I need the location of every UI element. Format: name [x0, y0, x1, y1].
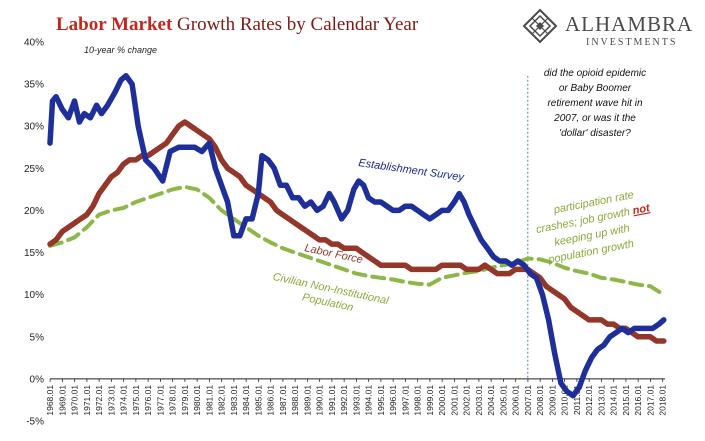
question-annotation: did the opioid epidemic or Baby Boomer r…	[544, 68, 646, 139]
logo: ALHAMBRA INVESTMENTS	[522, 8, 693, 48]
series-labor-force-line	[47, 119, 667, 344]
x-tick-label: 1987.01	[278, 385, 288, 416]
x-tick-label: 1998.01	[413, 385, 423, 416]
x-tick-label: 2009.01	[547, 385, 557, 416]
x-tick-label: 1973.01	[106, 385, 116, 416]
logo-sub: INVESTMENTS	[586, 37, 677, 48]
x-tick-label: 2014.01	[609, 385, 619, 416]
y-tick-label: 5%	[30, 332, 45, 343]
question-line-3: retirement wave hit in	[547, 98, 642, 109]
x-tick-label: 1999.01	[425, 385, 435, 416]
chart-title-accent: Labor Market	[56, 14, 173, 35]
x-tick-label: 2007.01	[523, 385, 533, 416]
x-tick-label: 1995.01	[376, 385, 386, 416]
y-tick-label: -5%	[26, 417, 44, 428]
x-tick-label: 2001.01	[449, 385, 459, 416]
chart-title: Labor Market Growth Rates by Calendar Ye…	[56, 14, 419, 35]
x-tick-label: 1992.01	[339, 385, 349, 416]
x-tick-label: 2008.01	[535, 385, 545, 416]
chart-subtitle: 10-year % change	[84, 45, 157, 55]
x-tick-label: 2004.01	[486, 385, 496, 416]
x-tick-label: 2000.01	[437, 385, 447, 416]
participation-annotation: participation rate crashes; job growth n…	[535, 189, 652, 266]
x-tick-label: 1981.01	[204, 385, 214, 416]
x-tick-label: 1971.01	[82, 385, 92, 416]
x-tick-label: 2002.01	[462, 385, 472, 416]
x-tick-label: 1976.01	[143, 385, 153, 416]
x-tick-label: 1970.01	[70, 385, 80, 416]
x-tick-label: 1983.01	[229, 385, 239, 416]
x-tick-label: 1975.01	[131, 385, 141, 416]
x-tick-label: 1980.01	[192, 385, 202, 416]
y-axis: -5% 0% 5% 10% 15% 20% 25% 30% 35% 40%	[24, 38, 44, 428]
x-tick-label: 2006.01	[511, 385, 521, 416]
question-line-5: 'dollar' disaster?	[559, 128, 631, 139]
x-tick-label: 1993.01	[351, 385, 361, 416]
logo-name: ALHAMBRA	[565, 12, 693, 36]
series-label-establishment: Establishment Survey	[358, 157, 467, 184]
x-tick-label: 1969.01	[57, 385, 67, 416]
x-tick-label: 1972.01	[94, 385, 104, 416]
x-tick-label: 1991.01	[327, 385, 337, 416]
question-line-4: 2007, or was it the	[553, 113, 636, 124]
x-tick-label: 1986.01	[266, 385, 276, 416]
question-line-1: did the opioid epidemic	[544, 68, 646, 79]
x-tick-label: 1985.01	[253, 385, 263, 416]
x-tick-label: 1982.01	[217, 385, 227, 416]
y-tick-label: 30%	[24, 122, 44, 133]
x-tick-label: 2005.01	[498, 385, 508, 416]
x-tick-label: 1979.01	[180, 385, 190, 416]
x-tick-label: 2003.01	[474, 385, 484, 416]
y-tick-label: 10%	[24, 290, 44, 301]
x-axis: 1968.01 1969.01 1970.01 1971.01 1972.01 1973.…	[45, 378, 668, 416]
series-establishment-line	[47, 72, 667, 399]
y-tick-label: 15%	[24, 248, 44, 259]
participation-emphasis: not	[632, 202, 652, 217]
x-tick-label: 1968.01	[45, 385, 55, 416]
y-tick-label: 20%	[24, 206, 44, 217]
question-line-2: or Baby Boomer	[559, 83, 632, 94]
x-tick-label: 1977.01	[155, 385, 165, 416]
x-tick-label: 1989.01	[302, 385, 312, 416]
x-tick-label: 2010.01	[560, 385, 570, 416]
x-tick-label: 2015.01	[621, 385, 631, 416]
series-lines	[47, 72, 667, 399]
x-tick-label: 2017.01	[645, 385, 655, 416]
chart-title-rest: Growth Rates by Calendar Year	[172, 14, 419, 35]
x-tick-label: 1978.01	[168, 385, 178, 416]
x-tick-label: 1994.01	[364, 385, 374, 416]
x-tick-label: 2016.01	[633, 385, 643, 416]
y-tick-label: 0%	[30, 374, 45, 385]
y-tick-label: 25%	[24, 164, 44, 175]
y-tick-label: 35%	[24, 80, 44, 91]
x-tick-label: 1984.01	[241, 385, 251, 416]
y-tick-label: 40%	[24, 38, 44, 49]
x-tick-label: 2012.01	[584, 385, 594, 416]
series-population-line	[48, 184, 666, 297]
diamond-lattice-icon	[522, 8, 558, 44]
x-tick-label: 1990.01	[315, 385, 325, 416]
x-tick-label: 2011.01	[572, 385, 582, 415]
x-tick-label: 1996.01	[388, 385, 398, 416]
x-tick-label: 1997.01	[400, 385, 410, 416]
x-tick-label: 1988.01	[290, 385, 300, 416]
x-tick-label: 2018.01	[658, 385, 668, 416]
x-tick-label: 2013.01	[596, 385, 606, 416]
x-tick-label: 1974.01	[119, 385, 129, 416]
